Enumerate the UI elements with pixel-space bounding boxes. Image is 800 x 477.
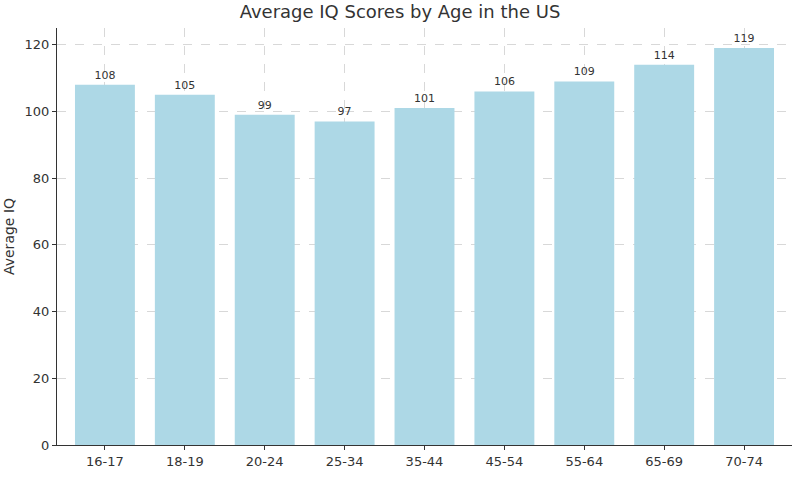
svg-text:55-64: 55-64 bbox=[565, 454, 603, 469]
svg-text:80: 80 bbox=[33, 171, 50, 186]
svg-text:101: 101 bbox=[414, 92, 435, 105]
svg-text:Average IQ: Average IQ bbox=[1, 198, 17, 275]
svg-text:100: 100 bbox=[25, 104, 50, 119]
svg-text:119: 119 bbox=[734, 32, 755, 45]
svg-text:60: 60 bbox=[33, 237, 50, 252]
svg-text:0: 0 bbox=[41, 438, 49, 453]
svg-text:106: 106 bbox=[494, 75, 515, 88]
svg-text:65-69: 65-69 bbox=[645, 454, 683, 469]
svg-text:16-17: 16-17 bbox=[86, 454, 124, 469]
svg-text:20-24: 20-24 bbox=[246, 454, 284, 469]
svg-text:120: 120 bbox=[25, 37, 50, 52]
svg-text:40: 40 bbox=[33, 304, 50, 319]
svg-text:108: 108 bbox=[94, 69, 115, 82]
svg-text:105: 105 bbox=[174, 79, 195, 92]
svg-text:Average IQ Scores by Age in th: Average IQ Scores by Age in the US bbox=[240, 1, 561, 22]
svg-text:97: 97 bbox=[338, 105, 352, 118]
svg-text:35-44: 35-44 bbox=[406, 454, 444, 469]
svg-text:70-74: 70-74 bbox=[725, 454, 763, 469]
svg-text:25-34: 25-34 bbox=[326, 454, 364, 469]
svg-text:114: 114 bbox=[654, 49, 675, 62]
svg-text:45-54: 45-54 bbox=[485, 454, 523, 469]
svg-text:18-19: 18-19 bbox=[166, 454, 204, 469]
svg-text:20: 20 bbox=[33, 371, 50, 386]
svg-text:99: 99 bbox=[258, 99, 272, 112]
svg-text:109: 109 bbox=[574, 65, 595, 78]
